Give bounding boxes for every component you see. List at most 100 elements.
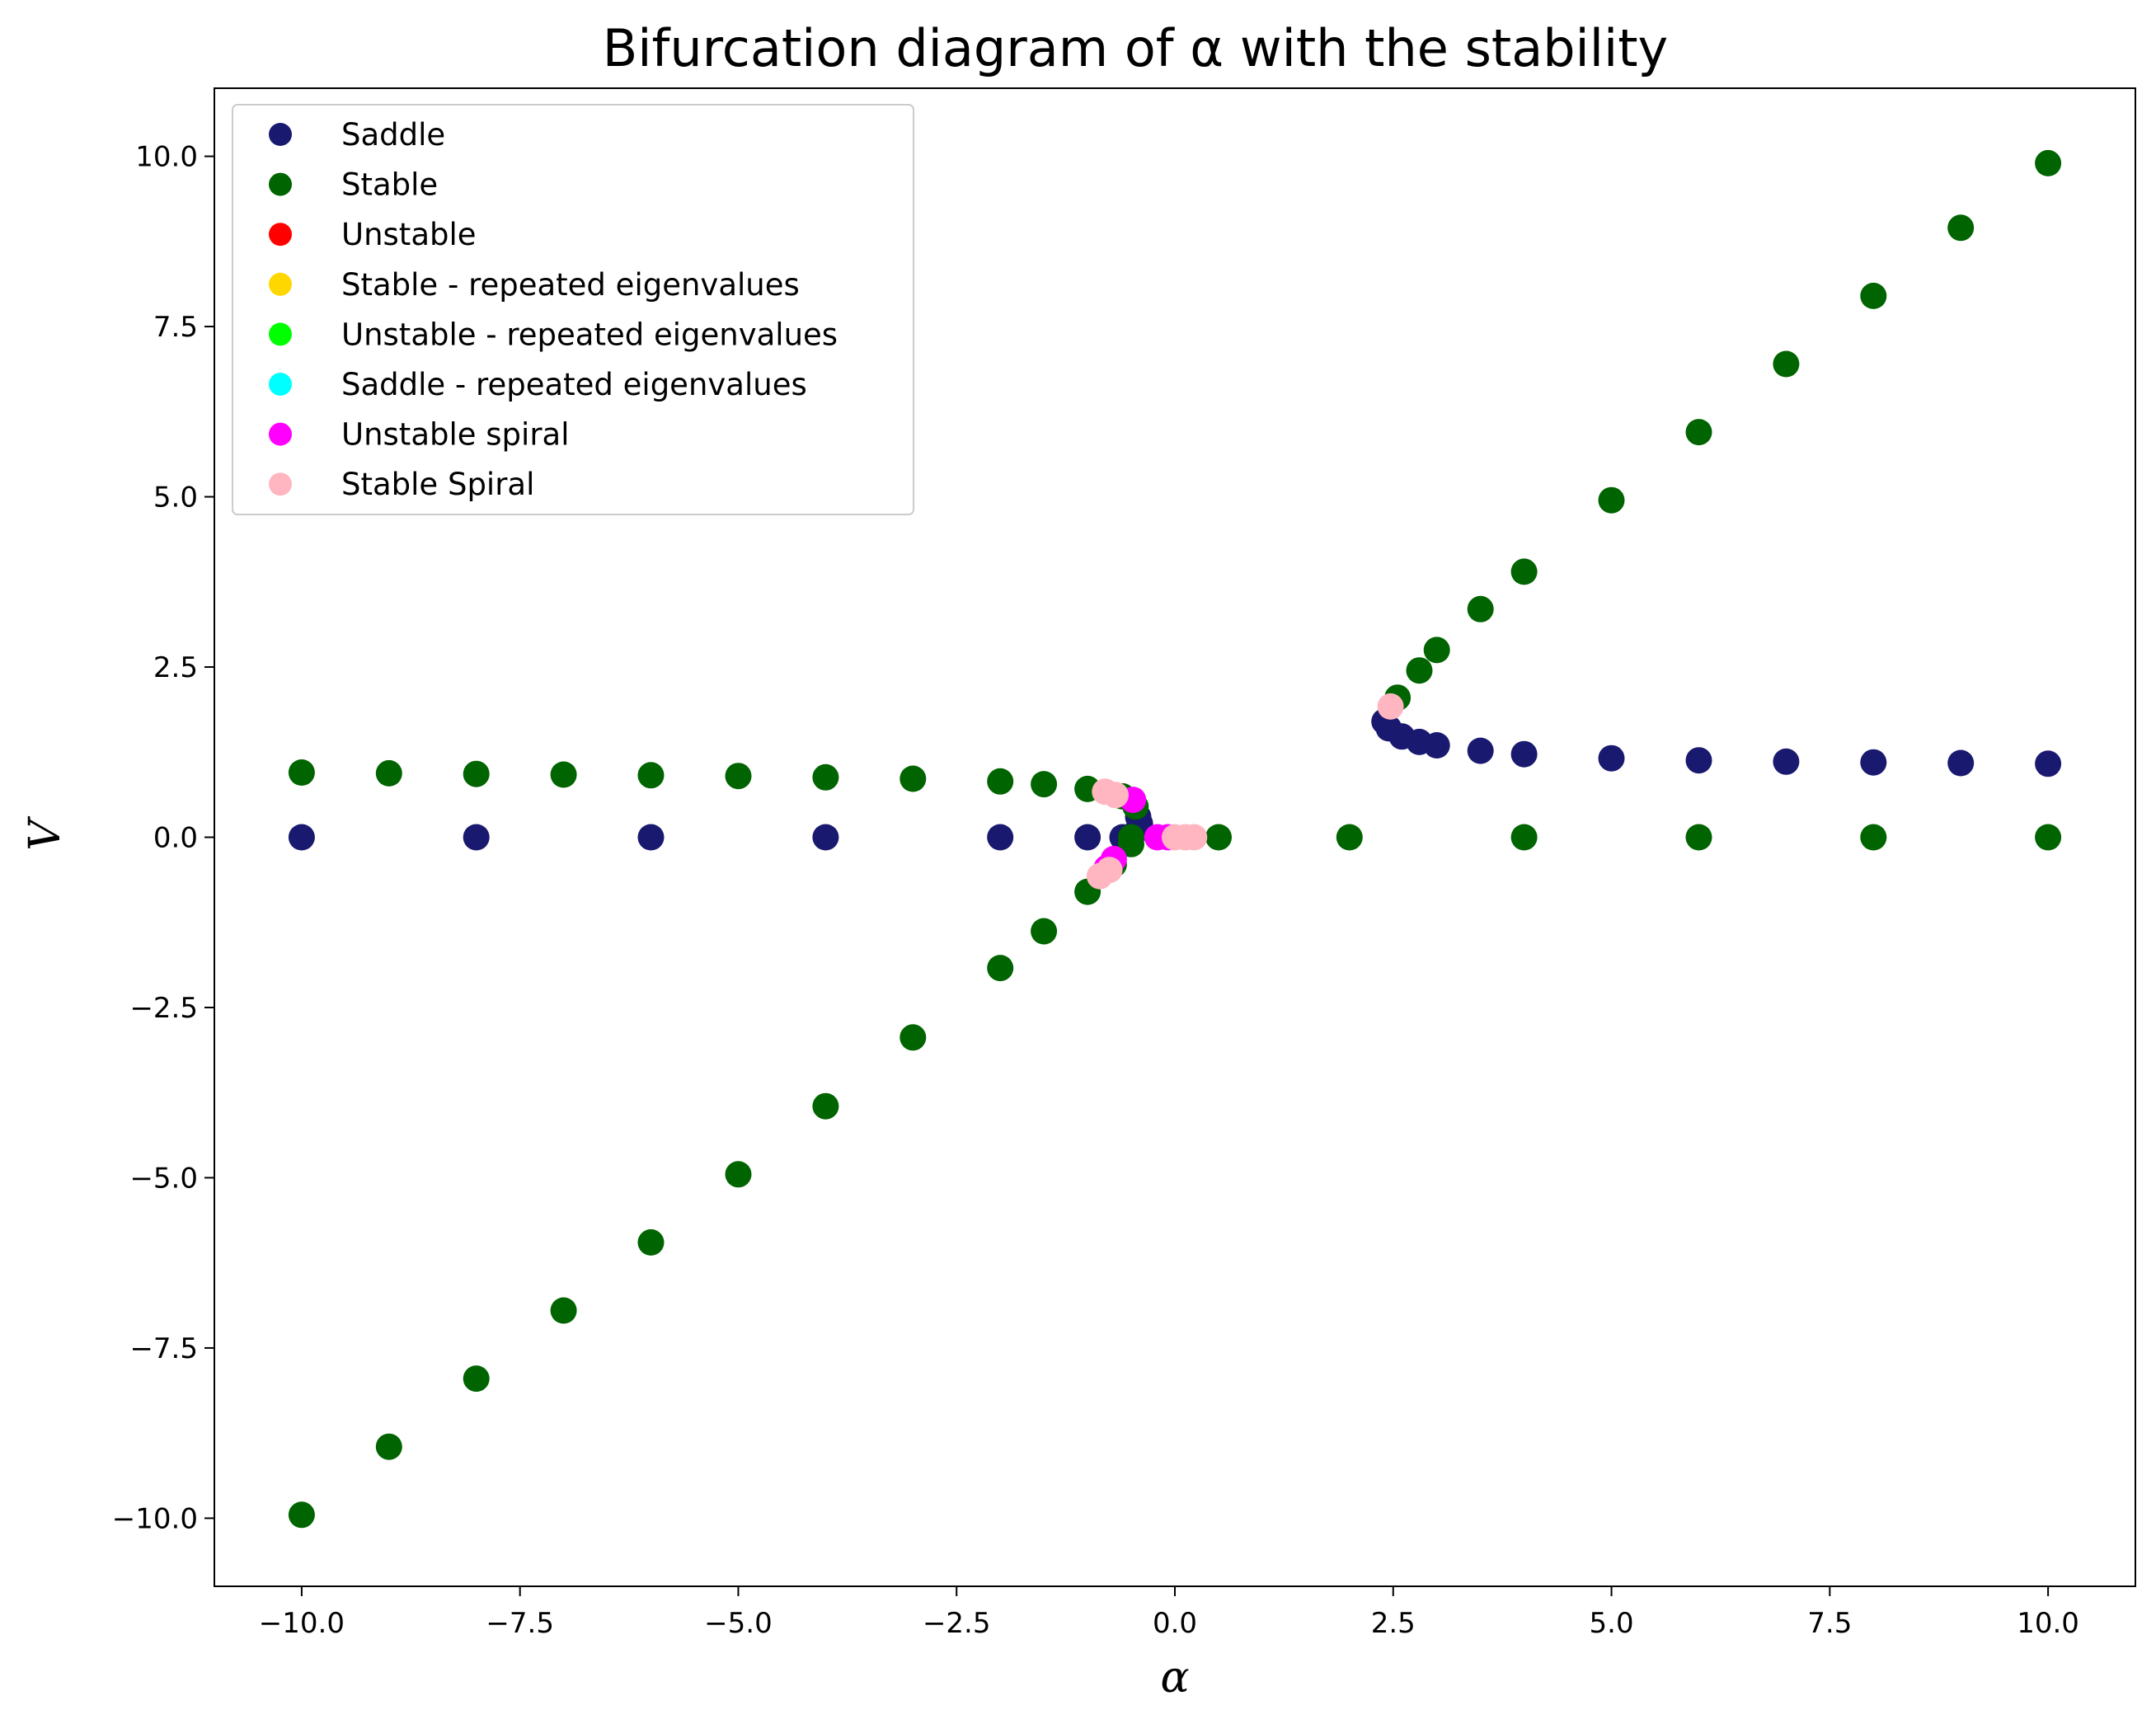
legend-label: Stable [341,167,438,203]
legend-label: Saddle - repeated eigenvalues [341,367,807,402]
y-tick-label: 0.0 [153,822,198,855]
legend-label: Saddle [341,117,445,153]
data-point [550,761,577,788]
x-tick-label: 0.0 [1153,1607,1197,1640]
data-point [463,760,490,787]
data-point [1423,637,1450,664]
data-point [1423,732,1450,759]
legend-items: Saddle Stable Unstable Stable - repeated ei… [269,117,838,502]
data-point [1467,595,1494,622]
y-tick-label: −2.5 [129,992,198,1025]
legend-marker [269,223,292,247]
legend-marker [269,123,292,146]
legend-marker [269,422,292,446]
data-point [1860,282,1887,309]
x-axis-label: α [1160,1653,1189,1703]
legend-label: Stable - repeated eigenvalues [341,267,800,303]
data-point [987,955,1014,982]
data-point [1598,486,1625,514]
legend-box [232,104,914,515]
x-tick-label: 2.5 [1371,1607,1416,1640]
legend: Saddle Stable Unstable Stable - repeated ei… [232,104,914,515]
y-axis-ticks: −10.0 −7.5 −5.0 −2.5 0.0 2.5 5.0 7.5 10.0 [112,141,214,1535]
data-point [637,1228,665,1256]
data-point [1860,824,1887,851]
data-point [1467,737,1494,764]
data-point [900,765,927,792]
y-tick-label: 2.5 [153,651,198,684]
data-point [1406,657,1433,684]
data-point [987,824,1014,851]
data-point [1947,749,1975,777]
data-point [1510,740,1538,768]
data-point [637,824,665,851]
y-tick-label: −7.5 [129,1332,198,1365]
data-point [900,1024,927,1051]
x-tick-label: 7.5 [1807,1607,1852,1640]
data-point [1031,918,1058,945]
x-tick-label: −5.0 [704,1607,773,1640]
data-point [812,1092,839,1120]
y-tick-label: 10.0 [135,141,198,174]
data-point [1685,747,1712,774]
legend-marker [269,272,292,296]
x-tick-label: −10.0 [259,1607,345,1640]
chart-title: Bifurcation diagram of α with the stabil… [603,18,1668,78]
y-tick-label: −5.0 [129,1162,198,1195]
legend-label: Stable Spiral [341,467,534,502]
y-tick-label: −10.0 [112,1502,198,1535]
data-point [1860,749,1887,776]
legend-marker [269,472,292,496]
data-layer [288,149,2062,1529]
data-point [2035,750,2062,777]
data-point [1118,824,1144,851]
legend-marker [269,172,292,196]
data-point [725,1161,752,1188]
data-point [2035,824,2062,851]
legend-marker [269,322,292,346]
data-point [725,763,752,790]
data-point [288,759,315,786]
legend-label: Unstable spiral [341,417,570,453]
x-tick-label: −2.5 [923,1607,991,1640]
data-point [2035,149,2062,176]
data-point [375,759,402,787]
data-point [1096,857,1123,884]
data-point [1773,350,1800,378]
x-tick-label: −7.5 [486,1607,554,1640]
y-tick-label: 5.0 [153,481,198,514]
x-tick-label: 5.0 [1590,1607,1634,1640]
legend-label: Unstable [341,217,477,252]
data-point [1074,824,1101,851]
data-point [812,763,839,791]
data-point [550,1297,577,1324]
x-tick-label: 10.0 [2017,1607,2079,1640]
data-point [637,762,665,789]
data-point [288,824,315,851]
data-point [1031,771,1058,798]
series-stable-spiral [1086,693,1404,890]
data-point [1685,824,1712,851]
data-point [288,1501,315,1529]
x-axis-ticks: −10.0 −7.5 −5.0 −2.5 0.0 2.5 5.0 7.5 10.0 [259,1586,2079,1640]
data-point [1181,824,1208,851]
data-point [463,1365,490,1393]
data-point [1685,419,1712,446]
data-point [987,768,1014,795]
legend-label: Unstable - repeated eigenvalues [341,317,838,352]
data-point [1598,745,1625,772]
data-point [375,1433,402,1460]
y-tick-label: 7.5 [153,311,198,344]
data-point [1510,558,1538,585]
data-point [812,824,839,851]
data-point [1377,693,1404,720]
y-axis-label: V [21,816,70,851]
data-point [1773,748,1800,775]
data-point [1205,824,1232,851]
data-point [1947,214,1975,242]
legend-marker [269,373,292,396]
data-point [1102,782,1129,809]
data-point [1336,824,1363,851]
data-point [463,824,490,851]
